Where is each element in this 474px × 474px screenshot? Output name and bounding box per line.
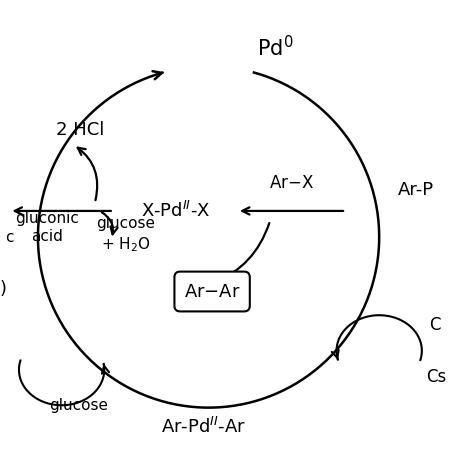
- Text: Ar$-$X: Ar$-$X: [269, 174, 314, 192]
- FancyBboxPatch shape: [174, 272, 250, 311]
- Text: c: c: [5, 229, 13, 245]
- Text: Pd$^0$: Pd$^0$: [257, 35, 293, 60]
- Text: 2 HCl: 2 HCl: [56, 121, 105, 139]
- Text: ): ): [0, 280, 7, 298]
- Text: gluconic
acid: gluconic acid: [16, 211, 79, 244]
- Text: Cs: Cs: [427, 368, 447, 386]
- Text: glucose: glucose: [49, 398, 108, 413]
- Text: Ar-P: Ar-P: [398, 181, 434, 199]
- Text: X-Pd$^{II}$-X: X-Pd$^{II}$-X: [141, 201, 210, 221]
- Text: Ar-Pd$^{II}$-Ar: Ar-Pd$^{II}$-Ar: [162, 417, 246, 437]
- Text: Ar$-$Ar: Ar$-$Ar: [184, 283, 240, 301]
- Text: C: C: [429, 316, 440, 334]
- Text: glucose
+ H$_2$O: glucose + H$_2$O: [96, 216, 155, 254]
